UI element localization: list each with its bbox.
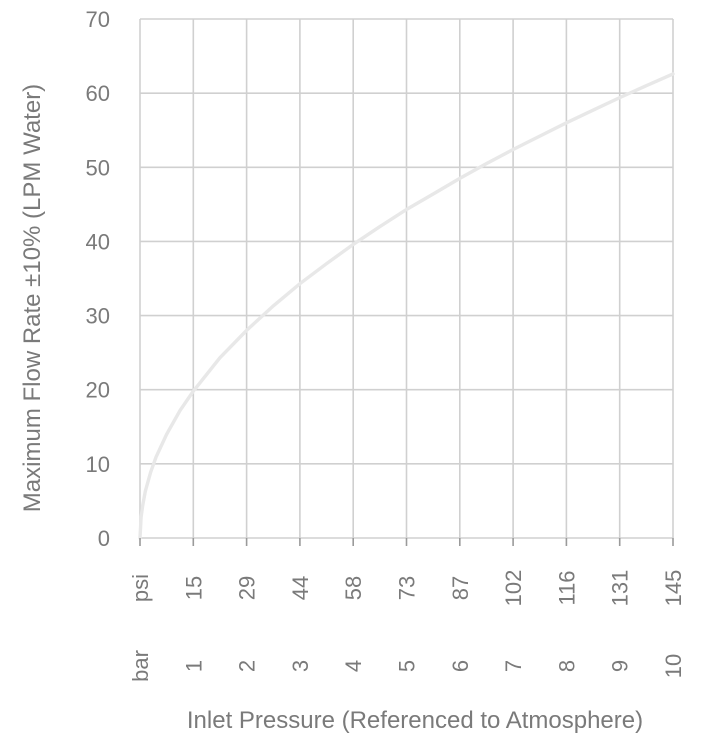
- x-tick-label-bar: 9: [608, 660, 633, 672]
- series: [138, 72, 675, 540]
- x-tick-label-bar: 6: [448, 660, 473, 672]
- x-tick-label-psi: 145: [661, 570, 686, 607]
- y-tick-label: 10: [86, 452, 110, 477]
- y-tick-label: 30: [86, 304, 110, 329]
- x-unit-label-bar: bar: [128, 650, 153, 682]
- x-tick-label-bar: 10: [661, 654, 686, 678]
- y-tick-label: 20: [86, 378, 110, 403]
- x-tick-label-psi: 131: [608, 570, 633, 607]
- x-tick-label-bar: 2: [235, 660, 260, 672]
- x-unit-label-psi: psi: [128, 574, 153, 602]
- x-tick-label-bar: 8: [554, 660, 579, 672]
- y-tick-label: 0: [98, 526, 110, 551]
- x-tick-label-bar: 3: [288, 660, 313, 672]
- grid: [139, 18, 674, 539]
- y-tick-label: 50: [86, 155, 110, 180]
- x-axis-title: Inlet Pressure (Referenced to Atmosphere…: [187, 707, 643, 734]
- series-line: [138, 72, 675, 540]
- x-tick-label-psi: 44: [288, 576, 313, 600]
- x-tick-label-psi: 15: [181, 576, 206, 600]
- y-axis-ticks: 0 10 20 30 40 50 60 70: [86, 7, 110, 551]
- y-axis-title: Maximum Flow Rate ±10% (LPM Water): [19, 84, 46, 512]
- x-tick-label-psi: 102: [501, 570, 526, 607]
- x-tick-label-psi: 29: [235, 576, 260, 600]
- x-tick-label-psi: 116: [554, 570, 579, 605]
- x-axis-ticks: psi 15 29 44 58 73 87 102 116 131 145 bar 1 2 3 4 5 6 7 8 9 1…: [128, 538, 686, 682]
- x-tick-label-bar: 7: [501, 660, 526, 672]
- y-tick-label: 60: [86, 81, 110, 106]
- x-tick-label-bar: 4: [341, 660, 366, 672]
- y-tick-label: 40: [86, 229, 110, 254]
- y-tick-label: 70: [86, 7, 110, 32]
- x-tick-label-psi: 58: [341, 576, 366, 600]
- x-tick-label-bar: 5: [395, 660, 420, 672]
- x-tick-label-bar: 1: [181, 660, 206, 672]
- x-tick-label-psi: 87: [448, 576, 473, 600]
- x-tick-label-psi: 73: [395, 576, 420, 600]
